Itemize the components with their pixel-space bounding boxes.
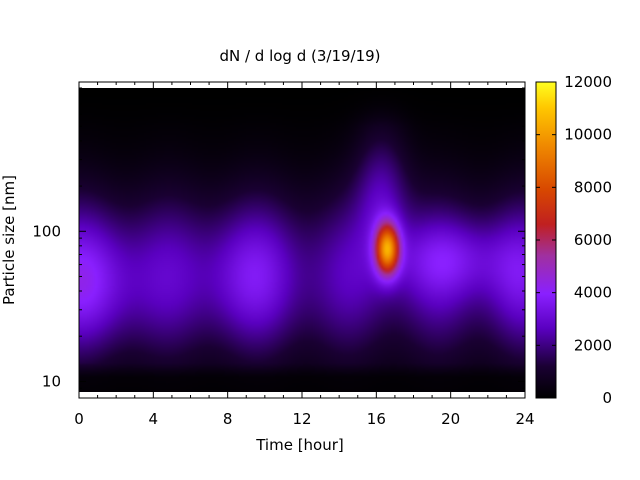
colorbar-tick-label: 2000 xyxy=(574,336,612,354)
x-tick-label: 8 xyxy=(223,410,233,428)
plot-area xyxy=(79,82,525,398)
colorbar-tick-label: 12000 xyxy=(564,73,612,91)
colorbar-ticks: 0 2000 4000 6000 8000 10000 12000 xyxy=(536,73,612,407)
x-axis-title: Time [hour] xyxy=(255,436,344,454)
y-axis-title: Particle size [nm] xyxy=(0,175,18,305)
y-tick-label: 100 xyxy=(32,222,61,240)
colorbar-tick-label: 6000 xyxy=(574,231,612,249)
y-axis: 10 100 xyxy=(32,87,525,390)
x-tick-label: 4 xyxy=(149,410,159,428)
colorbar-tick-label: 8000 xyxy=(574,178,612,196)
x-tick-label: 16 xyxy=(367,410,386,428)
chart-title: dN / d log d (3/19/19) xyxy=(219,47,380,65)
colorbar-tick-label: 10000 xyxy=(564,126,612,144)
colorbar-tick-label: 0 xyxy=(602,389,612,407)
x-tick-label: 20 xyxy=(441,410,460,428)
x-tick-label: 0 xyxy=(74,410,84,428)
x-tick-label: 12 xyxy=(292,410,311,428)
x-tick-label: 24 xyxy=(515,410,534,428)
colorbar: 0 2000 4000 6000 8000 10000 12000 xyxy=(535,73,612,407)
y-tick-label: 10 xyxy=(42,372,61,390)
heatmap-image xyxy=(79,88,525,392)
x-axis: 0 4 8 12 16 20 24 xyxy=(74,82,535,428)
colorbar-tick-label: 4000 xyxy=(574,284,612,302)
